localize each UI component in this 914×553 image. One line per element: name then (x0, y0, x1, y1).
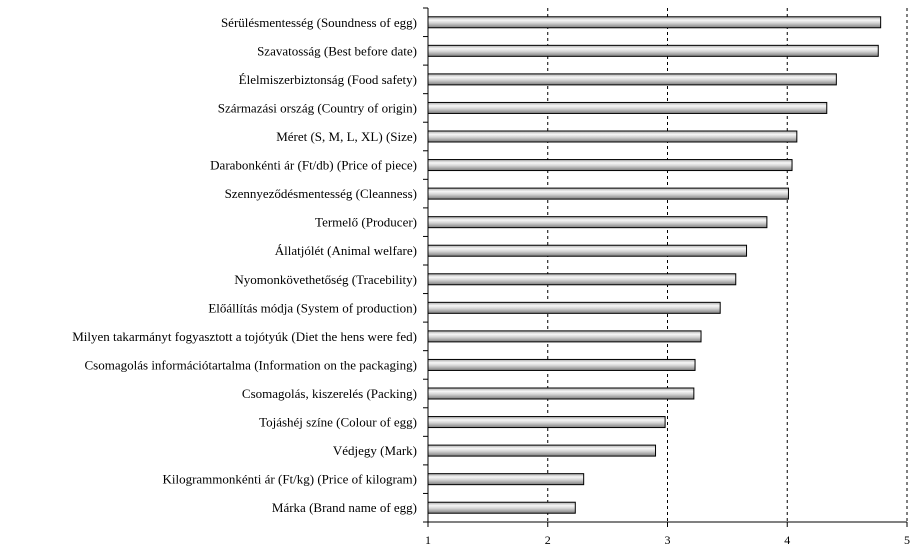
axes (423, 7, 908, 527)
bar-7 (427, 187, 789, 200)
category-label-1: Sérülésmentesség (Soundness of egg) (221, 15, 417, 30)
bar-6 (427, 159, 793, 172)
bar-12 (427, 330, 702, 343)
bar-4 (427, 101, 828, 114)
category-label-7: Szennyeződésmentesség (Cleanness) (225, 186, 417, 201)
bar-15 (427, 416, 666, 429)
x-tick-label-4: 4 (784, 533, 790, 547)
category-label-5: Méret (S, M, L, XL) (Size) (276, 129, 417, 144)
grid-lines (547, 8, 908, 522)
bar-1 (427, 16, 882, 29)
x-tick-label-3: 3 (665, 533, 671, 547)
category-label-9: Állatjólét (Animal welfare) (275, 243, 417, 258)
category-label-11: Előállítás módja (System of production) (208, 300, 417, 315)
bar-17 (427, 473, 585, 486)
category-label-17: Kilogrammonkénti ár (Ft/kg) (Price of ki… (162, 472, 417, 487)
category-label-16: Védjegy (Mark) (333, 443, 417, 458)
bar-3 (427, 73, 837, 86)
category-label-3: Élelmiszerbiztonság (Food safety) (239, 72, 417, 87)
bar-16 (427, 444, 657, 457)
category-labels: Sérülésmentesség (Soundness of egg) Szava… (72, 15, 417, 515)
category-label-8: Termelő (Producer) (315, 215, 417, 230)
category-label-15: Tojáshéj színe (Colour of egg) (259, 415, 417, 430)
bar-14 (427, 387, 695, 400)
category-label-2: Szavatosság (Best before date) (257, 43, 417, 58)
bar-13 (427, 358, 696, 371)
x-tick-label-5: 5 (904, 533, 910, 547)
tick-labels: 1 2 3 4 5 (425, 533, 910, 547)
bar-8 (427, 216, 768, 229)
bar-2 (427, 44, 879, 57)
x-tick-label-2: 2 (545, 533, 551, 547)
bar-18 (427, 501, 576, 514)
category-label-12: Milyen takarmányt fogyasztott a tojótyúk… (72, 329, 417, 344)
bars (427, 16, 882, 514)
category-label-14: Csomagolás, kiszerelés (Packing) (242, 386, 417, 401)
category-label-13: Csomagolás információtartalma (Informati… (85, 357, 417, 372)
category-label-10: Nyomonkövethetőség (Tracebility) (234, 272, 417, 287)
bar-11 (427, 301, 721, 314)
bar-9 (427, 244, 748, 257)
x-tick-label-1: 1 (425, 533, 431, 547)
bar-5 (427, 130, 798, 143)
category-label-18: Márka (Brand name of egg) (272, 500, 417, 515)
category-label-6: Darabonkénti ár (Ft/db) (Price of piece) (210, 158, 417, 173)
category-label-4: Származási ország (Country of origin) (218, 100, 417, 115)
bar-10 (427, 273, 737, 286)
